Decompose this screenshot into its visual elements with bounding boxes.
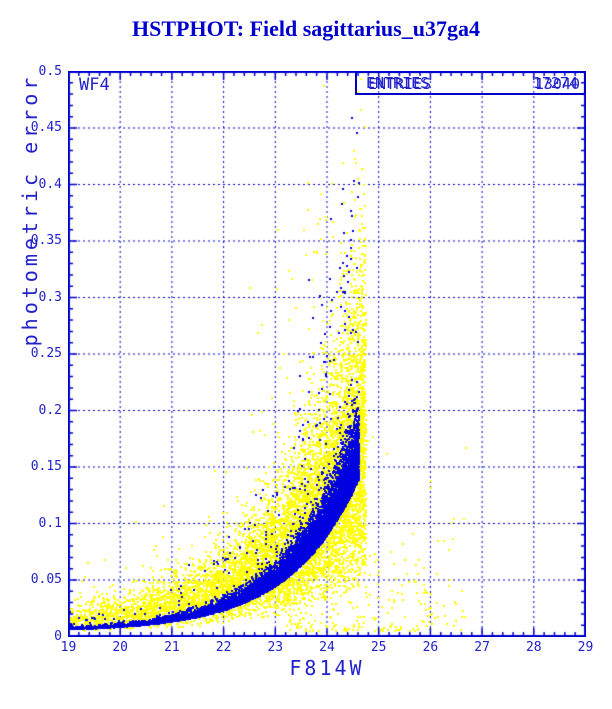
y-tick-label: 0.25 (30, 346, 62, 361)
y-axis-title: photometric error (18, 73, 42, 347)
x-tick-label: 29 (577, 640, 594, 655)
y-tick-label: 0.45 (30, 120, 62, 135)
entries-row-2: ENTRIES 13040 (359, 74, 586, 94)
entries-label: ENTRIES (366, 74, 430, 92)
x-tick-label: 27 (474, 640, 490, 655)
y-tick-label: 0 (54, 628, 62, 644)
entries-label: ENTRIES (368, 75, 432, 93)
x-tick-label: 19 (60, 640, 77, 655)
chip-label: WF4 (79, 75, 110, 95)
y-tick-label: 0.05 (30, 572, 62, 587)
y-tick-label: 0.5 (38, 63, 62, 79)
y-tick-label: 0.4 (38, 176, 62, 192)
entries-legend-box: ENTRIES 17274 ENTRIES 13040 (355, 71, 586, 95)
entries-count: 13040 (534, 75, 580, 93)
y-tick-label: 0.2 (38, 402, 62, 418)
x-tick-label: 28 (525, 640, 542, 655)
y-tick-label: 0.35 (30, 233, 62, 248)
x-tick-label: 25 (370, 640, 387, 655)
x-tick-label: 23 (267, 640, 284, 655)
scatter-plot-canvas (68, 71, 586, 637)
x-tick-label: 20 (112, 640, 129, 655)
chart-title: HSTPHOT: Field sagittarius_u37ga4 (132, 16, 480, 41)
y-tick-label: 0.15 (30, 459, 62, 474)
x-axis-title: F814W (289, 656, 365, 680)
x-tick-label: 21 (164, 640, 180, 655)
y-tick-label: 0.1 (38, 515, 62, 531)
x-tick-label: 24 (319, 640, 335, 655)
x-tick-label: 22 (215, 640, 232, 655)
entries-row-1: ENTRIES 17274 (357, 73, 584, 93)
entries-count: 17274 (532, 74, 578, 92)
x-tick-label: 26 (422, 640, 439, 655)
y-tick-label: 0.3 (38, 289, 62, 305)
